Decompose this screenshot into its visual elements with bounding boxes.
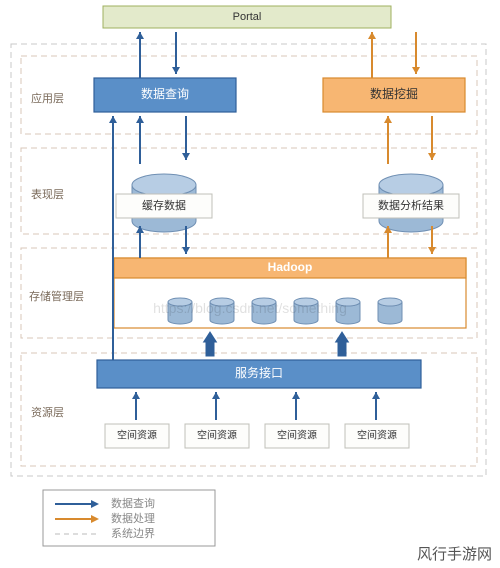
svg-text:数据分析结果: 数据分析结果 <box>378 198 444 212</box>
svg-text:Portal: Portal <box>233 11 262 23</box>
svg-text:应用层: 应用层 <box>31 91 64 105</box>
svg-text:Hadoop: Hadoop <box>268 260 313 274</box>
svg-text:资源层: 资源层 <box>31 405 64 419</box>
svg-text:空间资源: 空间资源 <box>357 429 397 442</box>
svg-text:数据挖掘: 数据挖掘 <box>370 86 418 101</box>
svg-text:数据查询: 数据查询 <box>141 86 189 101</box>
svg-text:表现层: 表现层 <box>31 187 64 201</box>
fat-arrow <box>336 332 349 356</box>
fat-arrow <box>204 332 217 356</box>
svg-text:数据处理: 数据处理 <box>111 511 155 525</box>
svg-text:服务接口: 服务接口 <box>235 365 283 380</box>
svg-text:空间资源: 空间资源 <box>197 429 237 442</box>
svg-text:空间资源: 空间资源 <box>277 429 317 442</box>
svg-text:空间资源: 空间资源 <box>117 429 157 442</box>
svg-text:缓存数据: 缓存数据 <box>142 198 186 212</box>
brand-label: 风行手游网 <box>417 543 492 564</box>
architecture-diagram: 应用层表现层存储管理层资源层 Hadoop 数据查询 数据挖掘缓存数据 数据分析结果服务… <box>0 0 500 568</box>
svg-text:系统边界: 系统边界 <box>111 527 155 540</box>
svg-text:数据查询: 数据查询 <box>111 496 155 510</box>
svg-text:存储管理层: 存储管理层 <box>29 289 84 303</box>
